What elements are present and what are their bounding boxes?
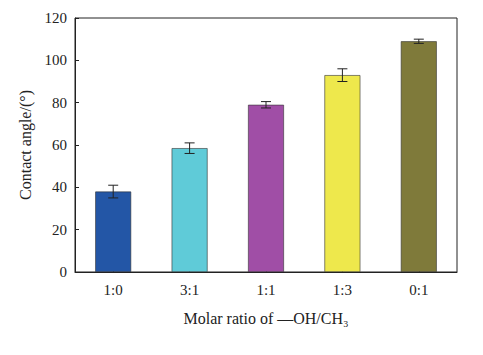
svg-text:1:0: 1:0	[104, 282, 123, 298]
svg-text:1:1: 1:1	[256, 282, 275, 298]
svg-text:1:3: 1:3	[333, 282, 352, 298]
svg-text:120: 120	[45, 10, 68, 26]
svg-text:0: 0	[60, 264, 68, 280]
svg-text:20: 20	[52, 222, 67, 238]
svg-text:3:1: 3:1	[180, 282, 199, 298]
svg-text:Contact angle/(°): Contact angle/(°)	[17, 90, 35, 200]
svg-text:80: 80	[52, 95, 67, 111]
svg-text:100: 100	[45, 52, 68, 68]
svg-text:Molar ratio of —OH/CH₃: Molar ratio of —OH/CH₃	[183, 310, 348, 327]
svg-text:0:1: 0:1	[409, 282, 428, 298]
svg-text:60: 60	[52, 137, 67, 153]
svg-text:40: 40	[52, 179, 67, 195]
